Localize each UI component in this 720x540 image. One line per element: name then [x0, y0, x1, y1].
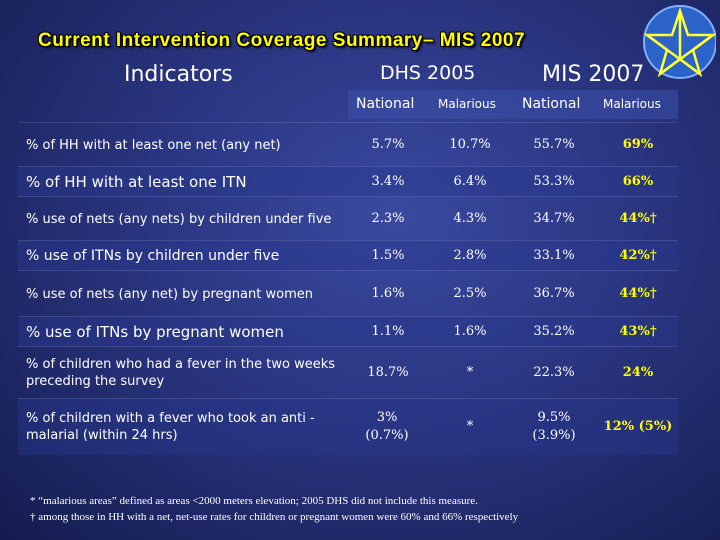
table-row: % of children who had a fever in the two…: [18, 346, 678, 399]
mis-malarious-value: 24%: [622, 365, 654, 380]
mis-national-value: 36.7%: [533, 286, 575, 301]
mis-malarious-value: 44%†: [619, 211, 657, 226]
mis-national-value: 53.3%: [533, 174, 575, 189]
indicator-label: % use of ITNs by pregnant women: [26, 322, 284, 341]
mis-malarious-value: 69%: [622, 137, 654, 152]
indicator-label: % of children who had a fever in the two…: [26, 357, 336, 389]
table-row: % of HH with at least one net (any net) …: [18, 122, 678, 167]
mis-national-value: 35.2%: [533, 324, 575, 339]
dhs-2005-header: DHS 2005: [380, 62, 476, 84]
mis-national-value: 33.1%: [533, 248, 575, 263]
dhs-national-value: 18.7%: [367, 365, 409, 380]
dhs-national-value: 1.5%: [371, 248, 405, 263]
mis-national-value: 22.3%: [533, 365, 575, 380]
dhs-national-value: 1.1%: [371, 324, 405, 339]
footnotes: * “malarious areas” defined as areas <20…: [30, 493, 518, 525]
mis-malarious-value: 42%†: [619, 248, 657, 263]
mis-national-value: 34.7%: [533, 211, 575, 226]
dhs-national-value: 2.3%: [371, 211, 405, 226]
mis-malarious-value: 44%†: [619, 286, 657, 301]
mis-malarious-header: Malarious: [603, 97, 661, 111]
indicators-header: Indicators: [124, 62, 233, 87]
indicator-label: % use of nets (any nets) by children und…: [26, 211, 332, 227]
slide-title: Current Intervention Coverage Summary– M…: [38, 30, 526, 51]
dhs-national-value: 1.6%: [371, 286, 405, 301]
mis-malarious-value: 12% (5%): [603, 419, 673, 434]
table-row: % use of nets (any net) by pregnant wome…: [18, 270, 678, 317]
dhs-malarious-value: 2.8%: [453, 248, 487, 263]
dhs-national-header: National: [356, 96, 415, 112]
footnote-net-use: † among those in HH with a net, net-use …: [30, 511, 519, 523]
indicator-label: % use of ITNs by children under five: [26, 247, 280, 264]
dhs-malarious-value: 2.5%: [453, 286, 487, 301]
mis-malarious-value: 43%†: [619, 324, 657, 339]
dhs-national-value: 5.7%: [371, 137, 405, 152]
dhs-malarious-value: 6.4%: [453, 174, 487, 189]
dhs-malarious-value: *: [466, 419, 474, 434]
dhs-malarious-header: Malarious: [438, 97, 496, 111]
table-row: % of children with a fever who took an a…: [18, 398, 678, 455]
dhs-malarious-value: 10.7%: [449, 137, 491, 152]
footnote-malarious-areas: * “malarious areas” defined as areas <20…: [30, 495, 478, 507]
dhs-malarious-value: 4.3%: [453, 211, 487, 226]
dhs-malarious-value: *: [466, 365, 474, 380]
indicator-label: % use of nets (any net) by pregnant wome…: [26, 286, 313, 302]
table-row: % of HH with at least one ITN 3.4% 6.4% …: [18, 166, 678, 197]
table-row: % use of ITNs by children under five 1.5…: [18, 240, 678, 271]
mis-national-header: National: [522, 96, 581, 112]
indicator-label: % of HH with at least one net (any net): [26, 137, 281, 153]
table-row: % use of nets (any nets) by children und…: [18, 196, 678, 241]
table-row: % use of ITNs by pregnant women 1.1% 1.6…: [18, 316, 678, 347]
mis-malarious-value: 66%: [622, 174, 654, 189]
dhs-national-value: 3.4%: [371, 174, 405, 189]
dhs-malarious-value: 1.6%: [453, 324, 487, 339]
indicator-label: % of HH with at least one ITN: [26, 172, 247, 191]
star-emblem-icon: [643, 5, 716, 79]
mis-national-value: 9.5% (3.9%): [532, 410, 576, 443]
mis-national-value: 55.7%: [533, 137, 575, 152]
subheader-band: [348, 90, 678, 119]
dhs-national-value: 3% (0.7%): [365, 410, 409, 443]
indicator-label: % of children with a fever who took an a…: [26, 411, 315, 443]
mis-2007-header: MIS 2007: [542, 62, 645, 87]
